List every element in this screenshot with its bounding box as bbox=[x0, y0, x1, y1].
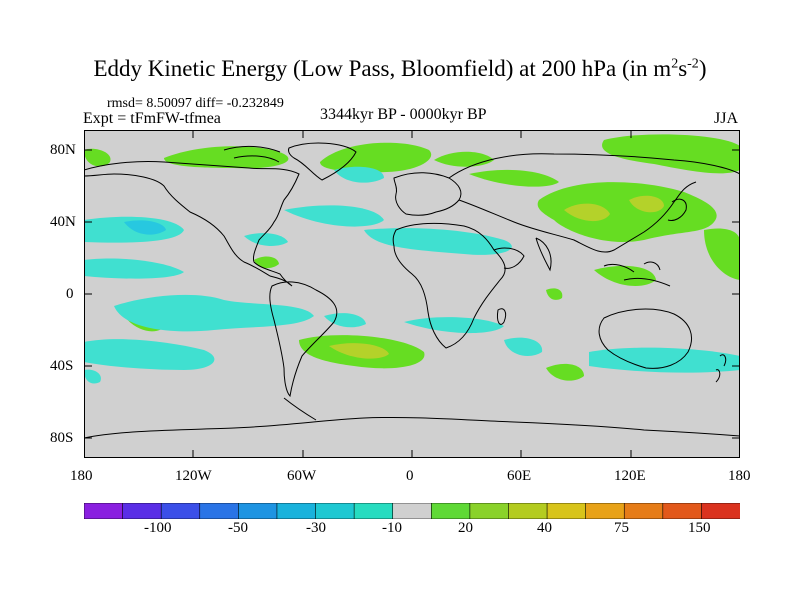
stats-label: rmsd= 8.50097 diff= -0.232849 bbox=[107, 96, 284, 111]
coastline bbox=[497, 308, 507, 325]
coastline bbox=[715, 354, 727, 383]
experiment-label: Expt = tFmFW-tfmea bbox=[83, 110, 221, 127]
coastline-layer bbox=[84, 142, 740, 439]
anomaly-patch bbox=[594, 265, 656, 286]
colorbar-swatch bbox=[662, 503, 703, 519]
anomaly-patch bbox=[254, 256, 279, 269]
anomaly-patch bbox=[469, 169, 559, 187]
colorbar bbox=[84, 503, 740, 519]
lat-label: 0 bbox=[66, 286, 74, 302]
lon-label: 120W bbox=[175, 468, 212, 484]
anomaly-patch bbox=[114, 294, 314, 332]
colorbar-swatch bbox=[430, 503, 471, 519]
colorbar-swatch bbox=[122, 503, 162, 519]
anomaly-patch bbox=[84, 148, 111, 167]
anomaly-patch bbox=[364, 228, 512, 255]
lon-label: 0 bbox=[406, 468, 414, 484]
period-label: 3344kyr BP - 0000kyr BP bbox=[320, 106, 487, 123]
anomaly-patch bbox=[324, 313, 366, 328]
anomaly-patch bbox=[164, 146, 289, 169]
anomaly-patch bbox=[537, 182, 717, 242]
lon-label: 180 bbox=[70, 468, 93, 484]
colorbar-swatch bbox=[546, 503, 587, 519]
colorbar-label: -50 bbox=[228, 520, 248, 536]
anomaly-patch bbox=[504, 337, 543, 356]
colorbar-swatch bbox=[701, 503, 740, 519]
coastline bbox=[493, 237, 552, 272]
colorbar-swatch bbox=[315, 503, 355, 519]
colorbar-swatch bbox=[623, 503, 664, 519]
colorbar-swatch bbox=[238, 503, 278, 519]
coastline bbox=[269, 281, 338, 398]
anomaly-patch bbox=[320, 142, 432, 173]
colorbar-swatch bbox=[353, 503, 394, 519]
coastline bbox=[84, 160, 300, 287]
colorbar-swatch bbox=[392, 503, 433, 519]
anomaly-patch bbox=[124, 220, 166, 235]
season-label: JJA bbox=[714, 110, 739, 127]
colorbar-label: -10 bbox=[382, 520, 402, 536]
colorbar-swatch bbox=[469, 503, 510, 519]
lat-label: 40N bbox=[50, 214, 76, 230]
anomaly-patch bbox=[546, 363, 584, 381]
anomaly-patch bbox=[244, 233, 288, 246]
coastline bbox=[598, 308, 692, 369]
anomaly-patch bbox=[589, 347, 740, 373]
colorbar-swatch bbox=[276, 503, 317, 519]
lon-label: 60E bbox=[507, 468, 532, 484]
anomaly-patch bbox=[629, 195, 664, 213]
coastline bbox=[288, 142, 357, 181]
colorbar-label: 20 bbox=[458, 520, 473, 536]
map-plot bbox=[84, 130, 740, 458]
coastline bbox=[283, 397, 317, 421]
coastline bbox=[448, 153, 740, 253]
lat-label: 40S bbox=[50, 358, 74, 374]
coastline bbox=[603, 261, 671, 287]
colorbar-swatch bbox=[585, 503, 626, 519]
anomaly-patch bbox=[546, 288, 563, 300]
colorbar-label: 150 bbox=[688, 520, 711, 536]
anomaly-patch bbox=[404, 317, 504, 334]
colorbar-label: 40 bbox=[537, 520, 552, 536]
lon-label: 180 bbox=[728, 468, 751, 484]
map-background bbox=[84, 130, 740, 458]
anomaly-patch bbox=[284, 205, 384, 227]
colorbar-swatch bbox=[199, 503, 240, 519]
lon-label: 60W bbox=[287, 468, 317, 484]
lon-label: 120E bbox=[614, 468, 646, 484]
anomaly-patch bbox=[84, 339, 215, 370]
colorbar-swatch bbox=[84, 503, 124, 519]
chart-title: Eddy Kinetic Energy (Low Pass, Bloomfiel… bbox=[93, 56, 707, 81]
coastline bbox=[84, 416, 740, 439]
anomaly-patch bbox=[84, 258, 184, 279]
lat-label: 80N bbox=[50, 142, 76, 158]
colorbar-label: 75 bbox=[614, 520, 629, 536]
colorbar-label: -100 bbox=[144, 520, 172, 536]
coastline bbox=[392, 222, 506, 349]
anomaly-patch bbox=[564, 203, 610, 222]
colorbar-swatch bbox=[508, 503, 548, 519]
lat-label: 80S bbox=[50, 430, 74, 446]
colorbar-swatch bbox=[160, 503, 201, 519]
colorbar-label: -30 bbox=[306, 520, 326, 536]
anomaly-patch bbox=[329, 343, 389, 359]
tick-marks bbox=[84, 130, 740, 458]
coastline bbox=[223, 145, 281, 163]
anomaly-patch bbox=[704, 228, 740, 280]
coastline bbox=[667, 198, 687, 221]
anomaly-patch bbox=[334, 166, 384, 183]
anomaly-patch bbox=[84, 369, 101, 384]
